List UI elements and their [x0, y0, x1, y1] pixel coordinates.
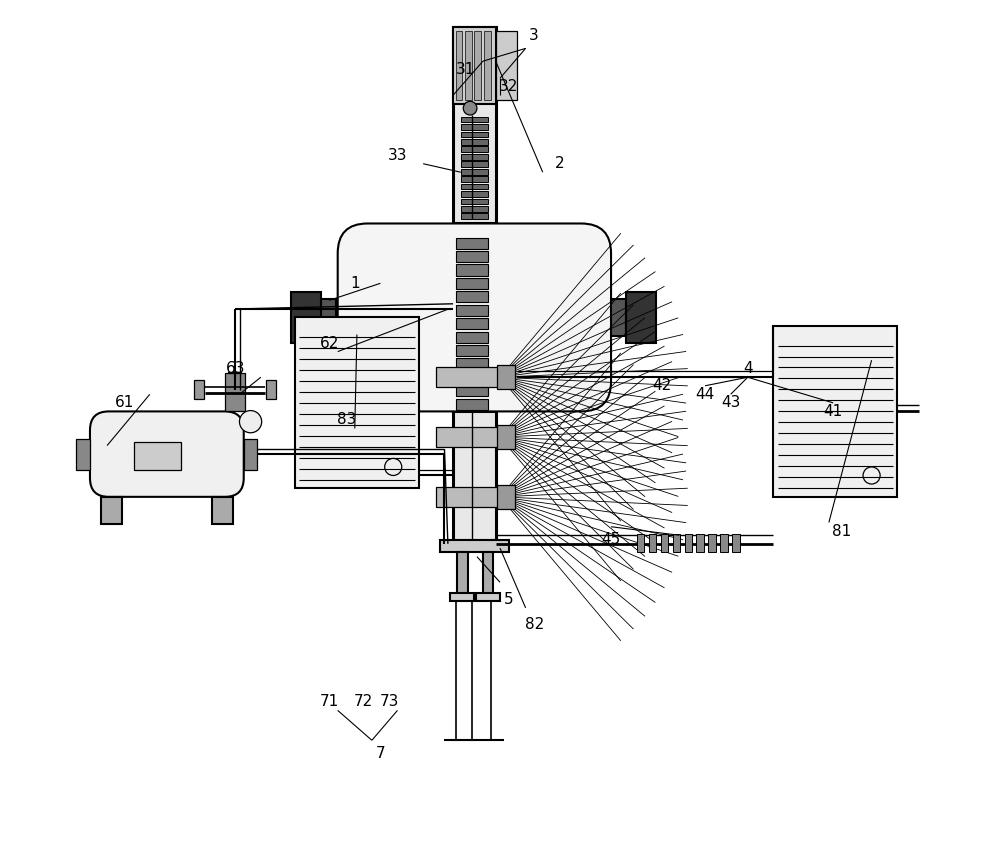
Bar — [626, 292, 656, 343]
Text: 43: 43 — [721, 395, 740, 411]
Bar — [266, 380, 276, 399]
Bar — [101, 497, 122, 524]
Bar — [436, 367, 513, 387]
Bar — [456, 291, 488, 303]
Bar — [637, 534, 644, 553]
FancyBboxPatch shape — [338, 224, 611, 411]
Text: 44: 44 — [695, 387, 715, 402]
Text: 83: 83 — [337, 412, 356, 428]
Text: 61: 61 — [114, 395, 134, 411]
Bar — [497, 425, 515, 449]
Bar — [456, 237, 488, 249]
Circle shape — [463, 101, 477, 115]
Bar — [484, 32, 491, 99]
Bar — [456, 399, 488, 410]
Bar — [773, 326, 897, 497]
Bar — [456, 386, 488, 397]
Bar — [461, 199, 488, 204]
Bar — [76, 439, 90, 470]
Bar — [461, 139, 488, 145]
Bar — [456, 372, 488, 383]
Bar — [244, 439, 257, 470]
Bar — [456, 32, 462, 99]
Bar — [321, 298, 336, 336]
Text: 32: 32 — [499, 80, 518, 94]
Bar — [461, 206, 488, 212]
Bar — [476, 592, 500, 601]
Text: 72: 72 — [354, 694, 373, 710]
Bar — [456, 278, 488, 289]
Bar — [436, 487, 513, 507]
Bar — [456, 358, 488, 369]
Text: 31: 31 — [456, 63, 476, 77]
Bar — [732, 534, 740, 553]
Text: 71: 71 — [320, 694, 339, 710]
Text: 4: 4 — [743, 361, 753, 376]
Bar — [673, 534, 680, 553]
Bar — [685, 534, 692, 553]
Text: 2: 2 — [555, 156, 565, 171]
Bar — [456, 332, 488, 343]
Bar — [696, 534, 704, 553]
Bar — [456, 305, 488, 316]
Bar — [461, 177, 488, 182]
Bar — [465, 32, 472, 99]
Bar — [212, 497, 233, 524]
Text: 5: 5 — [504, 592, 513, 607]
Bar — [194, 380, 204, 399]
Bar — [453, 411, 496, 540]
Bar — [461, 161, 488, 167]
Bar — [461, 169, 488, 175]
Circle shape — [239, 411, 262, 433]
Text: 82: 82 — [525, 618, 544, 632]
Text: 81: 81 — [832, 524, 851, 538]
Text: 1: 1 — [350, 276, 360, 291]
Text: 45: 45 — [601, 532, 621, 547]
Bar — [474, 32, 481, 99]
Bar — [456, 251, 488, 262]
Bar — [461, 124, 488, 130]
Bar — [461, 213, 488, 219]
Bar — [134, 442, 181, 470]
Text: 41: 41 — [824, 404, 843, 419]
Bar — [461, 117, 488, 123]
Bar — [225, 373, 245, 411]
Bar — [720, 534, 728, 553]
FancyBboxPatch shape — [90, 411, 244, 497]
Text: 62: 62 — [319, 336, 339, 351]
Bar — [436, 427, 513, 447]
Bar — [497, 485, 515, 509]
Text: 3: 3 — [529, 28, 539, 43]
Bar — [497, 365, 515, 389]
Bar — [461, 147, 488, 153]
Bar — [456, 318, 488, 329]
Bar — [453, 27, 496, 224]
Bar — [440, 540, 509, 553]
Bar — [661, 534, 668, 553]
Text: 33: 33 — [388, 147, 407, 163]
Text: 42: 42 — [653, 378, 672, 393]
Bar — [456, 265, 488, 276]
Text: 63: 63 — [225, 361, 245, 376]
Bar — [450, 592, 474, 601]
Bar — [496, 32, 517, 99]
Bar — [457, 553, 468, 595]
Bar — [295, 317, 419, 488]
Bar — [483, 553, 493, 595]
Bar — [649, 534, 656, 553]
Bar — [291, 292, 321, 343]
Bar — [456, 345, 488, 357]
Bar — [461, 183, 488, 189]
Bar — [461, 132, 488, 137]
Bar — [461, 154, 488, 159]
Bar — [453, 27, 496, 104]
Text: 7: 7 — [376, 746, 385, 761]
Text: 73: 73 — [379, 694, 399, 710]
Bar — [461, 191, 488, 197]
Bar — [708, 534, 716, 553]
Bar — [611, 298, 626, 336]
